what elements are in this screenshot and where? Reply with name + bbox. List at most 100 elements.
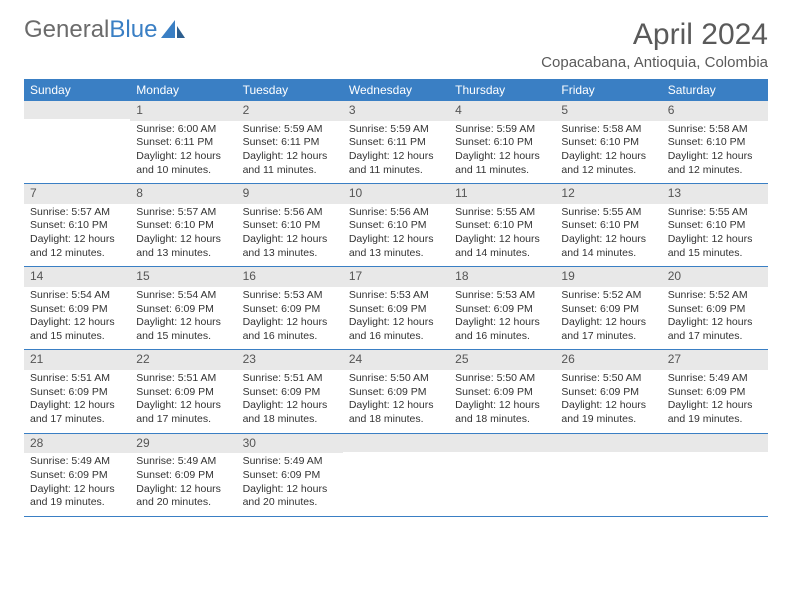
day-number: 11 (449, 184, 555, 204)
day-cell: 7Sunrise: 5:57 AMSunset: 6:10 PMDaylight… (24, 184, 130, 266)
sunrise-text: Sunrise: 5:51 AM (136, 372, 230, 386)
sunrise-text: Sunrise: 5:56 AM (243, 206, 337, 220)
sunrise-text: Sunrise: 5:49 AM (136, 455, 230, 469)
day-content: Sunrise: 5:49 AMSunset: 6:09 PMDaylight:… (24, 453, 130, 516)
day-number: 19 (555, 267, 661, 287)
week-row: 14Sunrise: 5:54 AMSunset: 6:09 PMDayligh… (24, 267, 768, 350)
daylight-text: Daylight: 12 hours and 13 minutes. (136, 233, 230, 260)
day-cell (449, 434, 555, 516)
day-cell: 23Sunrise: 5:51 AMSunset: 6:09 PMDayligh… (237, 350, 343, 432)
month-title: April 2024 (541, 18, 768, 52)
day-content: Sunrise: 5:53 AMSunset: 6:09 PMDaylight:… (237, 287, 343, 350)
day-content: Sunrise: 5:50 AMSunset: 6:09 PMDaylight:… (449, 370, 555, 433)
day-content: Sunrise: 5:56 AMSunset: 6:10 PMDaylight:… (237, 204, 343, 267)
sunset-text: Sunset: 6:09 PM (349, 303, 443, 317)
sunset-text: Sunset: 6:09 PM (136, 386, 230, 400)
sunset-text: Sunset: 6:09 PM (30, 386, 124, 400)
logo-text-gray: General (24, 18, 109, 42)
day-number: 29 (130, 434, 236, 454)
day-cell (662, 434, 768, 516)
sunrise-text: Sunrise: 5:55 AM (668, 206, 762, 220)
day-header-tue: Tuesday (237, 79, 343, 101)
daylight-text: Daylight: 12 hours and 15 minutes. (136, 316, 230, 343)
sunset-text: Sunset: 6:10 PM (349, 219, 443, 233)
day-content: Sunrise: 5:57 AMSunset: 6:10 PMDaylight:… (24, 204, 130, 267)
day-number: 23 (237, 350, 343, 370)
day-content: Sunrise: 5:51 AMSunset: 6:09 PMDaylight:… (24, 370, 130, 433)
day-number: 5 (555, 101, 661, 121)
day-number: 6 (662, 101, 768, 121)
sunset-text: Sunset: 6:09 PM (30, 469, 124, 483)
sunset-text: Sunset: 6:11 PM (136, 136, 230, 150)
day-content: Sunrise: 5:59 AMSunset: 6:11 PMDaylight:… (237, 121, 343, 184)
day-number: 18 (449, 267, 555, 287)
sunset-text: Sunset: 6:09 PM (668, 386, 762, 400)
day-header-fri: Friday (555, 79, 661, 101)
day-content: Sunrise: 5:49 AMSunset: 6:09 PMDaylight:… (130, 453, 236, 516)
sunset-text: Sunset: 6:10 PM (668, 136, 762, 150)
day-header-mon: Monday (130, 79, 236, 101)
day-content: Sunrise: 5:55 AMSunset: 6:10 PMDaylight:… (662, 204, 768, 267)
sunrise-text: Sunrise: 5:49 AM (30, 455, 124, 469)
sunset-text: Sunset: 6:09 PM (668, 303, 762, 317)
daylight-text: Daylight: 12 hours and 12 minutes. (30, 233, 124, 260)
sunset-text: Sunset: 6:09 PM (561, 303, 655, 317)
week-row: 21Sunrise: 5:51 AMSunset: 6:09 PMDayligh… (24, 350, 768, 433)
sunset-text: Sunset: 6:09 PM (243, 303, 337, 317)
daylight-text: Daylight: 12 hours and 20 minutes. (243, 483, 337, 510)
day-number: 15 (130, 267, 236, 287)
day-content: Sunrise: 5:57 AMSunset: 6:10 PMDaylight:… (130, 204, 236, 267)
sunset-text: Sunset: 6:09 PM (30, 303, 124, 317)
day-cell: 24Sunrise: 5:50 AMSunset: 6:09 PMDayligh… (343, 350, 449, 432)
sunrise-text: Sunrise: 5:58 AM (668, 123, 762, 137)
sunrise-text: Sunrise: 5:59 AM (243, 123, 337, 137)
logo-sail-icon (161, 20, 187, 40)
day-cell: 13Sunrise: 5:55 AMSunset: 6:10 PMDayligh… (662, 184, 768, 266)
day-content: Sunrise: 5:54 AMSunset: 6:09 PMDaylight:… (24, 287, 130, 350)
day-cell (24, 101, 130, 183)
day-cell: 25Sunrise: 5:50 AMSunset: 6:09 PMDayligh… (449, 350, 555, 432)
page-header: GeneralBlue April 2024 Copacabana, Antio… (24, 18, 768, 71)
day-cell: 4Sunrise: 5:59 AMSunset: 6:10 PMDaylight… (449, 101, 555, 183)
day-content: Sunrise: 5:53 AMSunset: 6:09 PMDaylight:… (343, 287, 449, 350)
sunrise-text: Sunrise: 5:55 AM (455, 206, 549, 220)
day-content: Sunrise: 5:59 AMSunset: 6:10 PMDaylight:… (449, 121, 555, 184)
day-number: 7 (24, 184, 130, 204)
day-number: 17 (343, 267, 449, 287)
sunset-text: Sunset: 6:09 PM (455, 386, 549, 400)
day-number: 25 (449, 350, 555, 370)
day-number: 30 (237, 434, 343, 454)
day-content: Sunrise: 5:58 AMSunset: 6:10 PMDaylight:… (662, 121, 768, 184)
day-cell: 22Sunrise: 5:51 AMSunset: 6:09 PMDayligh… (130, 350, 236, 432)
day-content: Sunrise: 5:50 AMSunset: 6:09 PMDaylight:… (343, 370, 449, 433)
sunrise-text: Sunrise: 5:57 AM (30, 206, 124, 220)
sunset-text: Sunset: 6:09 PM (136, 469, 230, 483)
sunrise-text: Sunrise: 5:57 AM (136, 206, 230, 220)
logo-text-blue: Blue (109, 18, 157, 42)
day-cell: 16Sunrise: 5:53 AMSunset: 6:09 PMDayligh… (237, 267, 343, 349)
day-header-row: Sunday Monday Tuesday Wednesday Thursday… (24, 79, 768, 101)
day-number: 4 (449, 101, 555, 121)
daylight-text: Daylight: 12 hours and 13 minutes. (243, 233, 337, 260)
day-number (662, 434, 768, 452)
day-cell: 2Sunrise: 5:59 AMSunset: 6:11 PMDaylight… (237, 101, 343, 183)
sunset-text: Sunset: 6:09 PM (243, 469, 337, 483)
day-number: 24 (343, 350, 449, 370)
day-number: 27 (662, 350, 768, 370)
day-cell: 30Sunrise: 5:49 AMSunset: 6:09 PMDayligh… (237, 434, 343, 516)
day-number: 20 (662, 267, 768, 287)
day-cell: 3Sunrise: 5:59 AMSunset: 6:11 PMDaylight… (343, 101, 449, 183)
logo: GeneralBlue (24, 18, 187, 42)
title-block: April 2024 Copacabana, Antioquia, Colomb… (541, 18, 768, 71)
day-cell: 21Sunrise: 5:51 AMSunset: 6:09 PMDayligh… (24, 350, 130, 432)
day-header-wed: Wednesday (343, 79, 449, 101)
sunset-text: Sunset: 6:10 PM (561, 219, 655, 233)
day-content: Sunrise: 5:55 AMSunset: 6:10 PMDaylight:… (449, 204, 555, 267)
daylight-text: Daylight: 12 hours and 16 minutes. (243, 316, 337, 343)
daylight-text: Daylight: 12 hours and 18 minutes. (243, 399, 337, 426)
daylight-text: Daylight: 12 hours and 14 minutes. (561, 233, 655, 260)
sunrise-text: Sunrise: 5:50 AM (561, 372, 655, 386)
day-number (343, 434, 449, 452)
day-cell: 9Sunrise: 5:56 AMSunset: 6:10 PMDaylight… (237, 184, 343, 266)
sunrise-text: Sunrise: 5:54 AM (30, 289, 124, 303)
